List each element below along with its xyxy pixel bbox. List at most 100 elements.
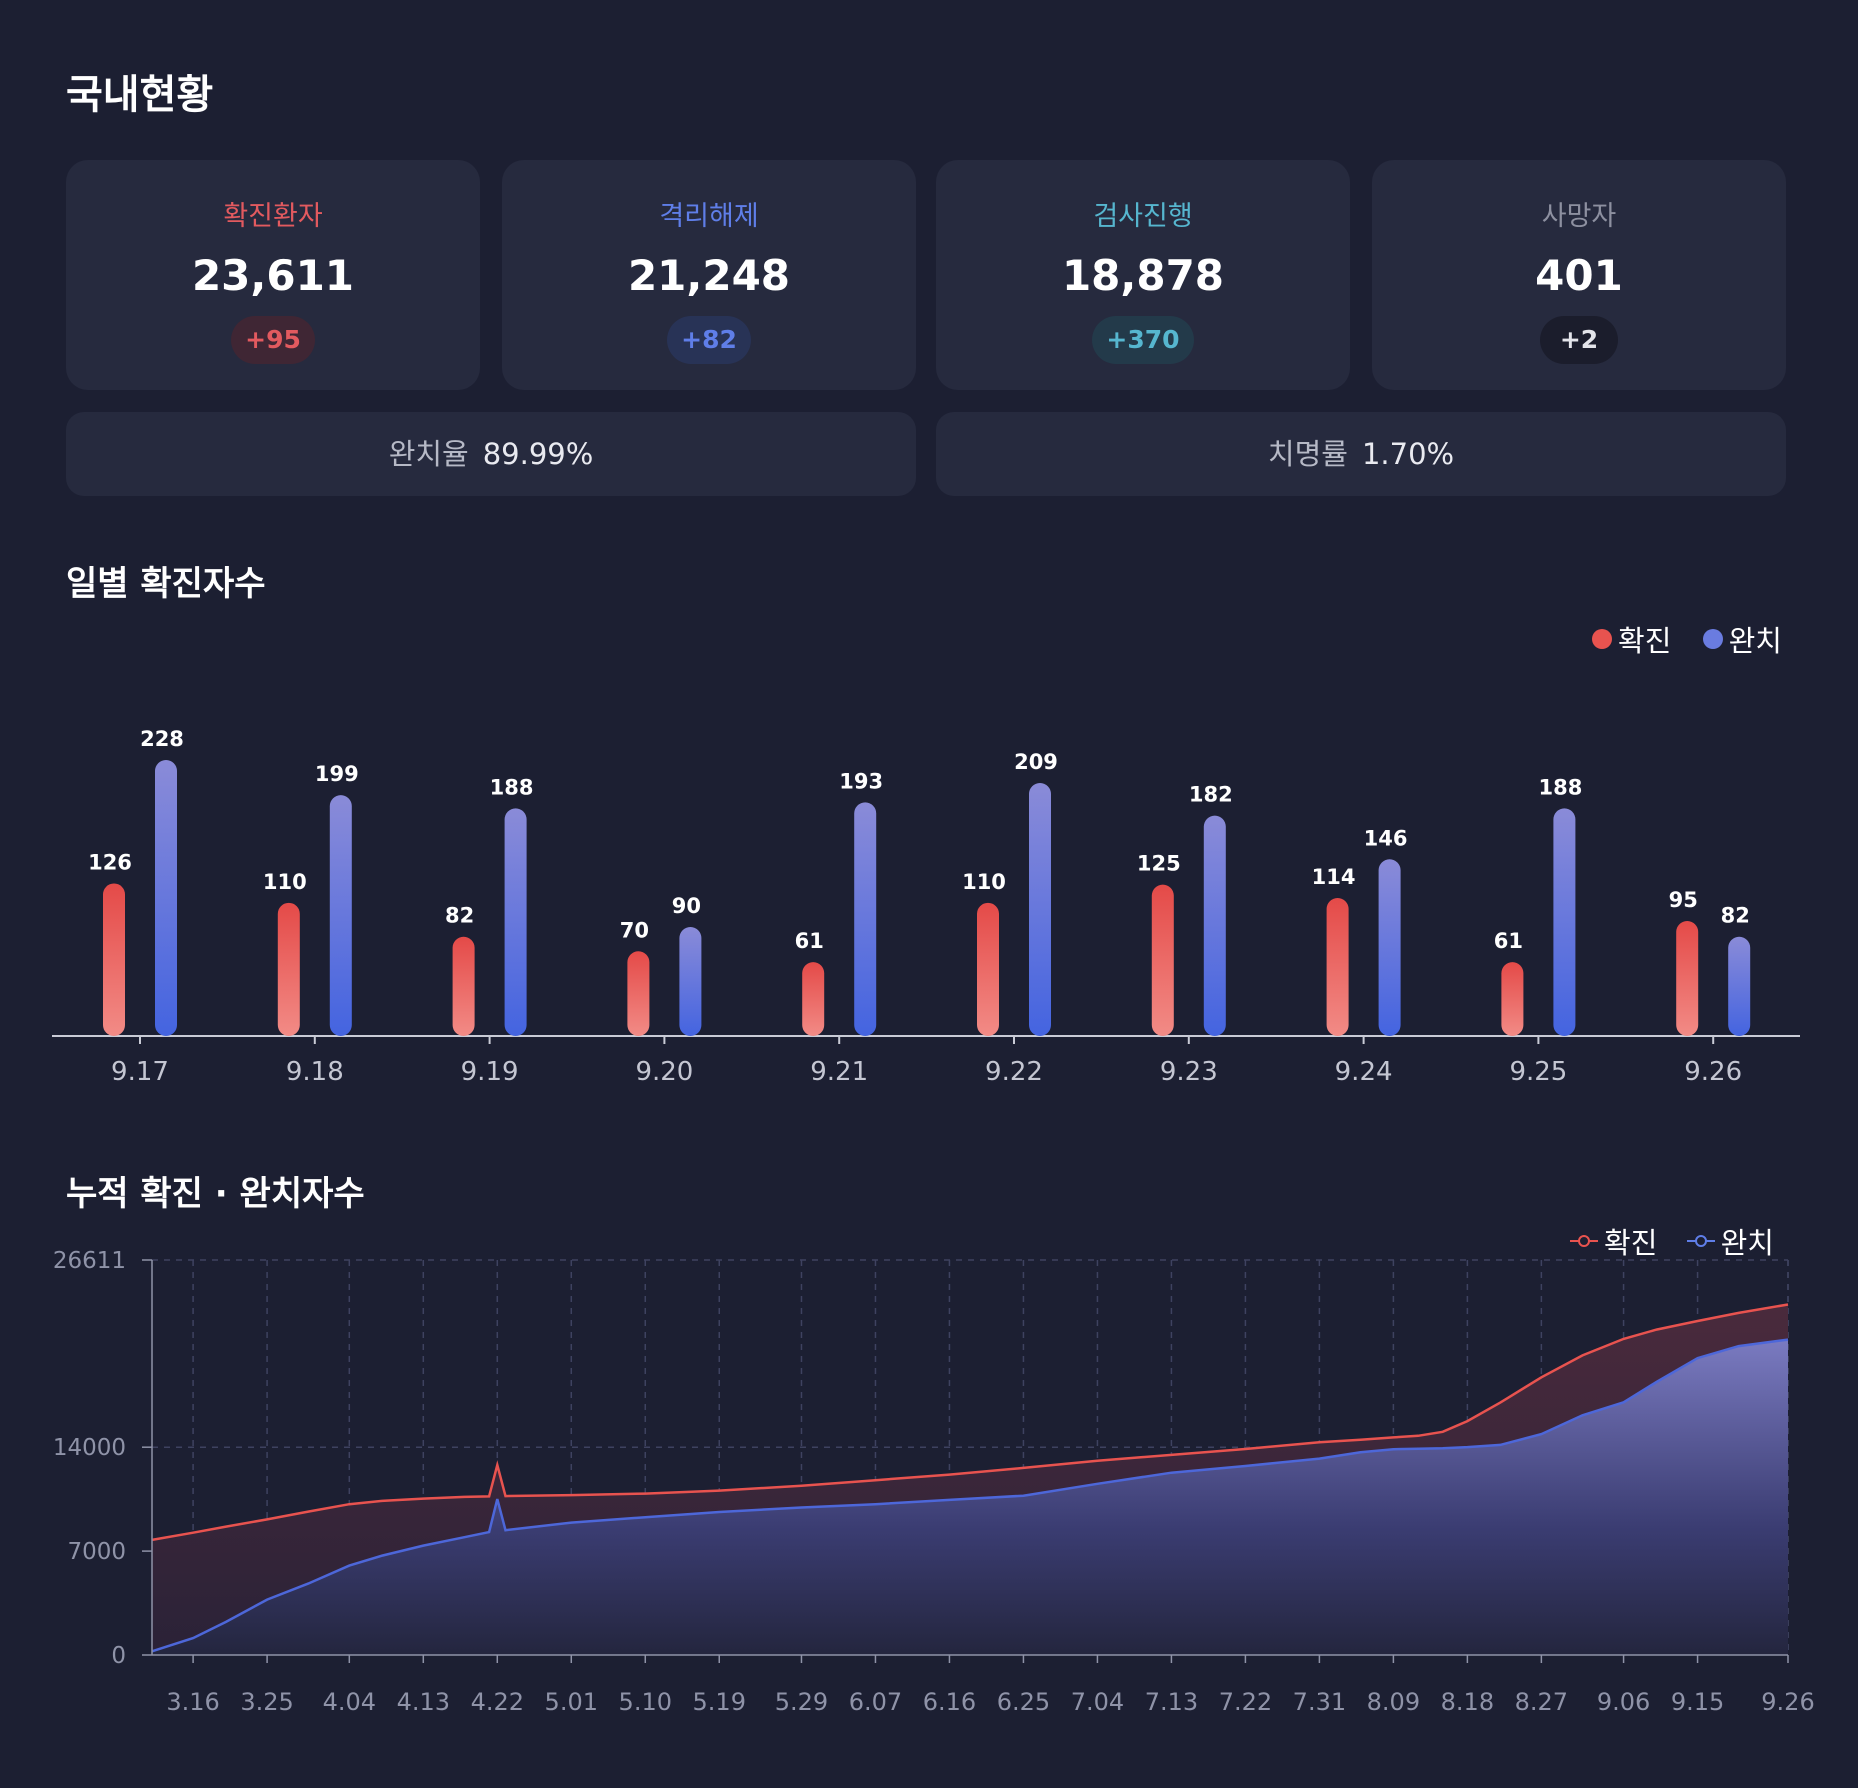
y-tick-label: 7000 [67,1539,126,1565]
x-tick-label: 9.23 [1160,1057,1218,1087]
x-tick-label: 8.09 [1367,1688,1420,1716]
legend-dot-recovered [1702,629,1723,649]
x-tick-label: 7.13 [1145,1688,1198,1716]
stat-delta-badge: +95 [231,316,315,364]
stat-value: 18,878 [1061,251,1225,300]
confirmed-line [151,1303,1789,1542]
data-label-recovered: 228 [140,727,184,751]
x-tick-label: 5.29 [775,1688,828,1716]
data-label-recovered: 82 [1721,904,1750,928]
data-label-recovered: 182 [1189,783,1233,807]
stat-value: 23,611 [191,251,355,300]
legend-label-confirmed[interactable]: 확진 [1618,624,1672,658]
x-tick-label: 6.16 [923,1688,976,1716]
x-tick-label: 4.22 [471,1688,524,1716]
x-tick-label: 3.25 [240,1688,293,1716]
legend-label-recovered[interactable]: 완치 [1720,1226,1774,1260]
stat-label: 사망자 [1541,201,1617,232]
stat-value: 401 [1535,251,1623,300]
cumulative-chart-title: 누적 확진 · 완치자수 [66,1174,365,1214]
bar-confirmed [1676,921,1699,1036]
x-tick-label: 9.06 [1597,1688,1650,1716]
daily-chart-legend: 확진 완치 [1592,618,1782,660]
y-tick-label: 0 [111,1643,126,1669]
x-tick-label: 7.04 [1071,1688,1124,1716]
x-tick-label: 6.07 [849,1688,902,1716]
x-tick-label: 9.26 [1761,1688,1814,1716]
legend-label-confirmed[interactable]: 확진 [1604,1226,1658,1260]
legend-dot-confirmed [1592,629,1613,649]
cumulative-chart-legend: 확진 완치 [1570,1220,1774,1262]
bar-confirmed [277,902,300,1036]
legend-line-confirmed [1570,1235,1599,1247]
bar-confirmed [1501,962,1524,1036]
bar-confirmed [103,883,125,1036]
x-tick-label: 9.26 [1684,1057,1742,1087]
bar-recovered [329,795,352,1036]
x-tick-label: 9.24 [1335,1057,1393,1087]
bar-recovered [1029,783,1051,1036]
data-label-confirmed: 70 [620,918,649,942]
x-tick-label: 7.22 [1219,1688,1272,1716]
stat-card-confirmed: 확진환자 23,611 +95 [66,160,480,390]
y-tick-label: 14000 [53,1435,126,1461]
x-tick-label: 9.20 [635,1057,693,1087]
x-tick-label: 9.21 [810,1057,868,1087]
stat-card-released: 격리해제 21,248 +82 [502,160,916,390]
x-tick-label: 5.10 [619,1688,672,1716]
x-tick-label: 9.19 [461,1057,519,1087]
bar-confirmed [1151,884,1174,1036]
data-label-confirmed: 110 [962,870,1006,894]
bar-recovered [1203,815,1226,1036]
bar-recovered [679,927,702,1036]
data-label-recovered: 193 [839,769,883,793]
legend-line-recovered [1686,1235,1715,1247]
stat-value: 21,248 [627,251,791,300]
x-tick-label: 9.18 [286,1057,344,1087]
bar-recovered [155,760,177,1036]
stat-label: 검사진행 [1093,201,1193,232]
recovered-line [151,1338,1789,1653]
page-title: 국내현황 [66,72,214,118]
data-label-confirmed: 125 [1137,852,1181,876]
x-tick-label: 5.19 [693,1688,746,1716]
x-tick-label: 9.22 [985,1057,1043,1087]
data-label-recovered: 199 [315,762,359,786]
x-tick-label: 4.13 [397,1688,450,1716]
bar-recovered [854,802,877,1036]
data-label-confirmed: 110 [263,870,307,894]
fatality-rate-value: 1.70% [1361,437,1455,471]
fatality-rate-box: 치명률 1.70% [936,412,1786,496]
x-tick-label: 9.17 [111,1057,169,1087]
x-tick-label: 7.31 [1293,1688,1346,1716]
data-label-recovered: 188 [1538,775,1582,799]
stat-delta-badge: +82 [667,316,751,364]
x-tick-label: 3.16 [166,1688,219,1716]
data-label-confirmed: 61 [1494,929,1523,953]
cumulative-area-chart: 0 7000 14000 26611 3.16 3.25 4.04 4.13 4.22 5.01 5… [53,1248,1815,1716]
bar-recovered [1728,936,1751,1036]
bar-confirmed [452,936,475,1036]
data-label-confirmed: 82 [445,904,474,928]
x-tick-label: 9.25 [1509,1057,1567,1087]
x-tick-label: 4.04 [323,1688,376,1716]
data-label-confirmed: 61 [795,929,824,953]
recovery-rate-value: 89.99% [482,437,594,471]
fatality-rate-label: 치명률 [1267,437,1348,471]
bar-confirmed [627,951,650,1036]
data-label-confirmed: 126 [88,850,132,874]
bar-recovered [1378,859,1401,1036]
bar-confirmed [802,962,825,1036]
stat-label: 격리해제 [659,201,759,232]
daily-chart-title: 일별 확진자수 [66,564,266,604]
legend-label-recovered[interactable]: 완치 [1728,624,1782,658]
recovery-rate-box: 완치율 89.99% [66,412,916,496]
x-tick-label: 5.01 [545,1688,598,1716]
data-label-confirmed: 95 [1669,888,1698,912]
data-label-confirmed: 114 [1312,865,1356,889]
recovery-rate-label: 완치율 [388,437,469,471]
bar-recovered [504,808,527,1036]
bar-recovered [1553,808,1576,1036]
daily-bar-chart: 9.17 126 228 9.18 110 199 9.19 82 188 9.20 70 90 9.2… [52,727,1800,1087]
data-label-recovered: 90 [672,894,701,918]
